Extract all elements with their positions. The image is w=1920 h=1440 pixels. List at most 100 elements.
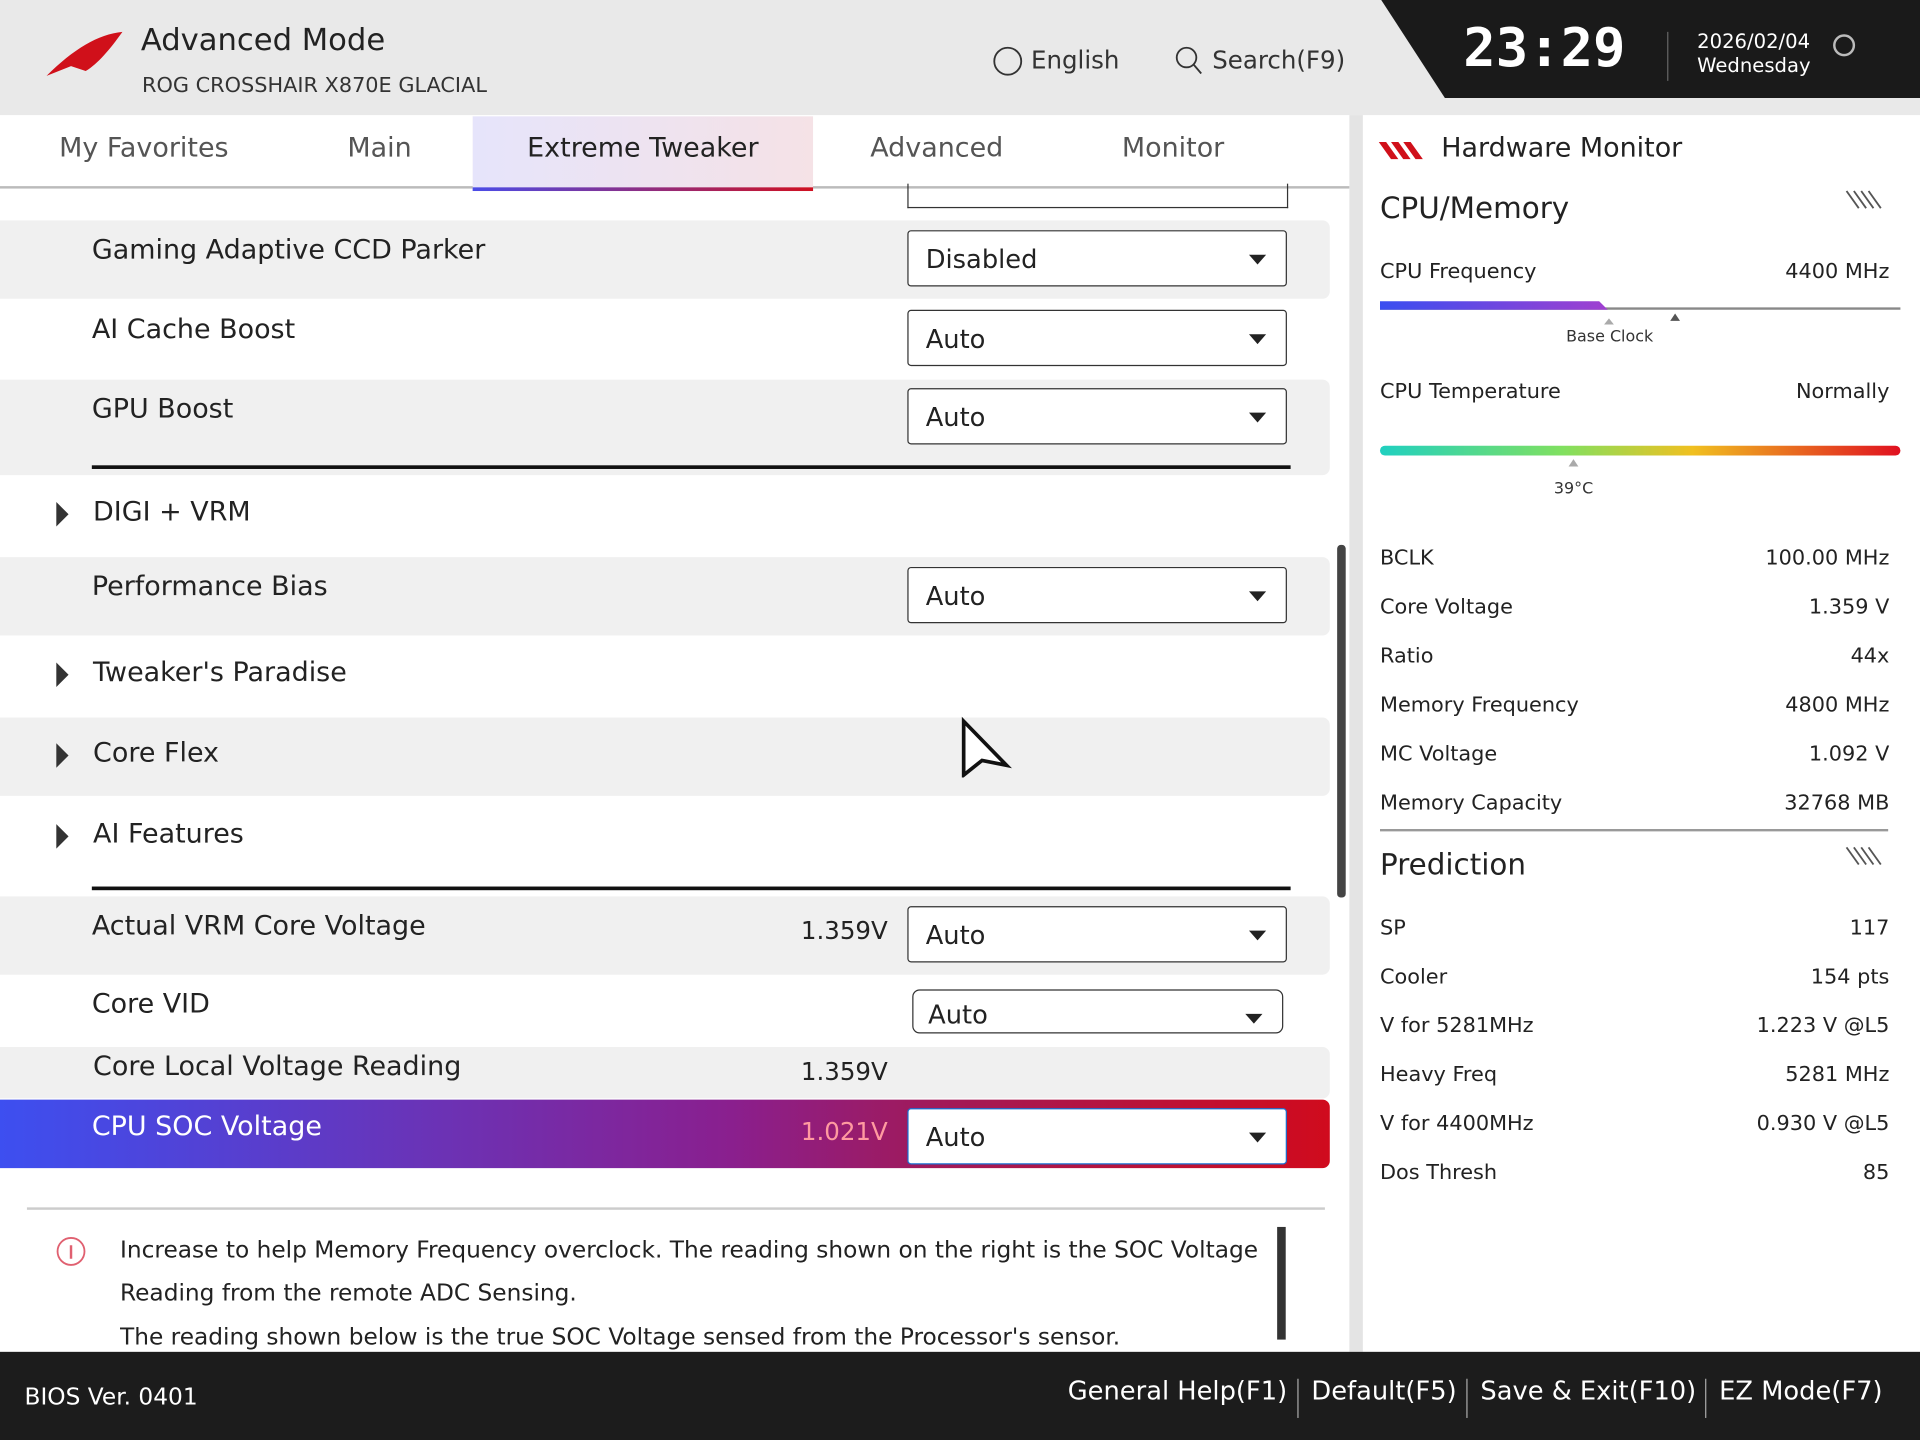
info-icon [56,1237,86,1266]
item-value: 117 [1849,915,1890,941]
submenu[interactable]: Core Flex [0,717,1330,796]
item-label: Heavy Freq [1380,1062,1498,1088]
label: DIGI + VRM [93,497,251,528]
item-value: 100.00 MHz [1765,546,1890,571]
tab[interactable]: Main [347,133,412,165]
tab-active[interactable]: Extreme Tweaker [472,116,814,192]
item-value: 32768 MB [1784,791,1890,816]
label: Core Local Voltage Reading [93,1051,462,1083]
section-title: CPU/Memory [1380,191,1570,226]
monitor-item: BCLK 100.00 MHz [1380,546,1889,570]
separator [91,465,1291,469]
item-label: Memory Frequency [1380,693,1579,718]
monitor-item: MC Voltage 1.092 V [1380,742,1889,766]
item-value: 4800 MHz [1785,693,1890,718]
footer-separators [1297,1378,1707,1418]
setting-row[interactable]: Actual VRM Core Voltage 1.359V Auto [0,896,1330,975]
item-label: V for 5281MHz [1380,1013,1534,1039]
item-value: 1.359 V [1808,595,1890,620]
submenu[interactable]: AI Features [0,798,1330,876]
item-label: SP [1380,915,1406,941]
monitor-item: CPU Frequency 4400 MHz [1380,259,1890,285]
prediction-item: V for 5281MHz 1.223 V @L5 [1380,1014,1889,1038]
prediction-item: Cooler 154 pts [1380,965,1889,989]
label: AI Cache Boost [91,314,296,346]
label: Performance Bias [91,571,328,603]
dropdown[interactable]: Auto [907,1108,1287,1165]
submenu[interactable]: Tweaker's Paradise [0,637,1330,715]
footer-button[interactable]: Save & Exit(F10) [1480,1376,1697,1406]
item-value: 5281 MHz [1785,1062,1890,1088]
scrollbar[interactable] [1337,544,1346,898]
submenu[interactable]: DIGI + VRM [0,478,1330,554]
footer [0,1351,1920,1440]
separator [91,886,1291,891]
label: Core VID [91,989,210,1021]
tab[interactable]: Monitor [1121,133,1225,165]
text-input[interactable]: Auto [912,989,1284,1034]
footer-button[interactable]: Default(F5) [1311,1376,1457,1406]
prediction-item: Heavy Freq 5281 MHz [1380,1063,1889,1087]
title: Advanced Mode [140,22,386,58]
help-text: Increase to help Memory Frequency overcl… [120,1236,1259,1264]
label: Actual VRM Core Voltage [91,911,426,942]
bios-version: BIOS Ver. 0401 [24,1383,198,1411]
language[interactable]: English [1031,45,1120,75]
setting-row-selected[interactable]: CPU SOC Voltage 1.021V Auto [0,1099,1330,1169]
monitor-item: Ratio 44x [1380,644,1889,668]
footer-button[interactable]: EZ Mode(F7) [1719,1376,1883,1406]
monitor-title: Hardware Monitor [1441,133,1683,165]
dropdown[interactable]: Auto [907,566,1287,624]
section-title: Prediction [1380,847,1527,882]
item-value: 154 pts [1810,964,1890,990]
label: AI Features [93,819,244,850]
search[interactable]: Search(F9) [1212,45,1346,75]
footer-button[interactable]: General Help(F1) [1067,1376,1288,1406]
item-value: 1.092 V [1808,742,1890,767]
tab[interactable]: My Favorites [59,133,229,165]
item-label: BCLK [1380,546,1434,571]
date: 2026/02/04 [1697,29,1811,53]
item-label: MC Voltage [1380,742,1498,767]
item-label: Memory Capacity [1380,791,1563,816]
marker: 39°C [1553,480,1594,499]
help-divider [26,1207,1325,1210]
dropdown[interactable]: Disabled [907,230,1287,287]
setting-row[interactable]: Gaming Adaptive CCD Parker Disabled [0,220,1330,299]
dropdown-partial [907,183,1289,209]
reading: 1.359V [800,915,888,946]
item-label: Ratio [1380,644,1434,669]
item-label: Cooler [1380,964,1448,990]
monitor-graphics [1378,142,1901,866]
tab[interactable]: Advanced [870,133,1004,165]
setting-row[interactable]: Performance Bias Auto [0,557,1330,636]
dropdown[interactable]: Auto [907,309,1287,367]
setting-row[interactable]: GPU Boost Auto [0,379,1330,476]
help-text: The reading shown below is the true SOC … [120,1323,1121,1351]
monitor-item: Memory Frequency 4800 MHz [1380,693,1889,717]
item-label: V for 4400MHz [1380,1111,1534,1137]
setting-row[interactable]: AI Cache Boost Auto [0,300,1330,378]
item-value: 0.930 V @L5 [1756,1111,1890,1137]
monitor-item: Memory Capacity 32768 MB [1380,791,1889,815]
monitor-item: CPU Temperature Normally [1380,379,1890,405]
label: GPU Boost [91,394,234,425]
prediction-item: Dos Thresh 85 [1380,1161,1889,1185]
monitor-item: Core Voltage 1.359 V [1380,595,1889,619]
panel-divider [1349,115,1363,1352]
item-value: 85 [1862,1160,1890,1186]
marker: Base Clock [1566,328,1654,347]
item-label: Dos Thresh [1380,1160,1498,1186]
dropdown[interactable]: Auto [907,906,1287,963]
label: Tweaker's Paradise [93,657,347,689]
dropdown[interactable]: Auto [907,388,1287,445]
prediction-item: V for 4400MHz 0.930 V @L5 [1380,1112,1889,1136]
weekday: Wednesday [1697,53,1811,78]
cursor [961,716,1012,778]
item-value: 1.223 V @L5 [1756,1013,1890,1039]
item-value: 44x [1850,644,1890,669]
setting-row[interactable]: Core VID Auto [0,977,1330,1043]
label: Gaming Adaptive CCD Parker [91,235,486,266]
